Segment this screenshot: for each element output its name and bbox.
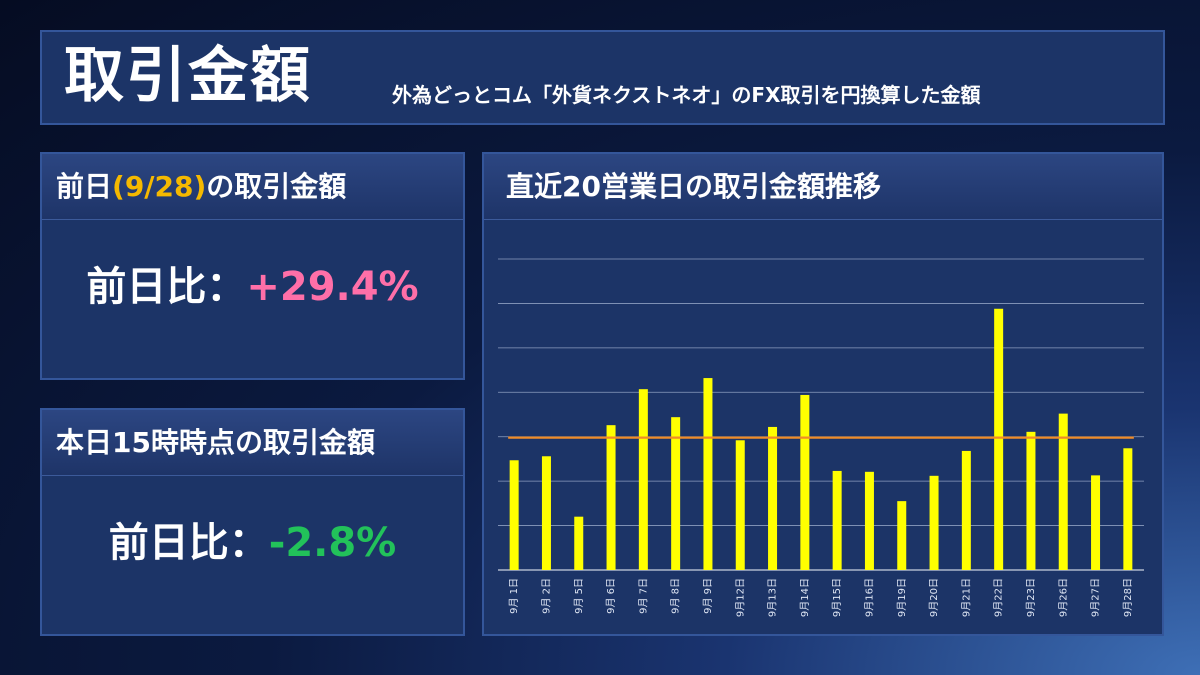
x-tick-label: 9月 6日 [605, 578, 617, 614]
previous-day-label: 前日比： [86, 264, 247, 310]
previous-day-change-value: +29.4% [246, 264, 419, 310]
bar [541, 456, 551, 570]
x-tick-label: 9月22日 [993, 578, 1005, 617]
previous-day-title-suffix: の取引金額 [206, 170, 347, 203]
bar [735, 440, 745, 570]
chart-x-labels: 9月 1日 9月 2日 9月 5日 9月 6日 9月 7日 9月 8日 9月 9日 9月12日… [508, 578, 1134, 617]
x-tick-label: 9月13日 [767, 578, 779, 617]
chart-card: 9月 1日 9月 2日 9月 5日 9月 6日 9月 7日 9月 8日 9月 9日 9月12日… [482, 152, 1164, 636]
bar [864, 471, 874, 570]
bar [929, 475, 939, 570]
bar [1026, 431, 1036, 570]
bar [638, 389, 648, 570]
page-subtitle: 外為どっとコム「外貨ネクストネオ」のFX取引を円換算した金額 [392, 83, 981, 107]
bar [832, 470, 842, 570]
x-tick-label: 9月21日 [960, 578, 972, 617]
x-tick-label: 9月12日 [734, 578, 746, 617]
bar [961, 450, 971, 570]
today-card-header: 本日15時時点の取引金額 [42, 410, 463, 476]
bar [1058, 413, 1068, 570]
x-tick-label: 9月15日 [831, 578, 843, 617]
previous-day-comparison: 前日比：+29.4% [42, 254, 463, 312]
bar [606, 425, 616, 570]
bar [800, 394, 810, 570]
x-tick-label: 9月27日 [1090, 578, 1102, 617]
bar [994, 308, 1004, 570]
x-tick-label: 9月26日 [1057, 578, 1069, 617]
x-tick-label: 9月28日 [1122, 578, 1134, 617]
bar [703, 378, 713, 570]
x-tick-label: 9月 9日 [702, 578, 714, 614]
title-banner: 取引金額 外為どっとコム「外貨ネクストネオ」のFX取引を円換算した金額 [40, 30, 1165, 125]
today-label: 前日比： [108, 520, 269, 566]
x-tick-label: 9月 1日 [508, 578, 520, 614]
bar [897, 501, 907, 570]
bar [574, 516, 584, 570]
x-tick-label: 9月14日 [799, 578, 811, 617]
previous-day-card: 前日(9/28)の取引金額 前日比：+29.4% [40, 152, 465, 380]
bar [1091, 475, 1101, 570]
page-title: 取引金額 [64, 41, 312, 111]
previous-day-card-header: 前日(9/28)の取引金額 [42, 154, 463, 220]
chart-title: 直近20営業日の取引金額推移 [484, 154, 1162, 220]
x-tick-label: 9月 2日 [540, 578, 552, 614]
previous-day-title-prefix: 前日 [56, 170, 113, 203]
today-card: 本日15時時点の取引金額 前日比：-2.8% [40, 408, 465, 636]
x-tick-label: 9月 7日 [637, 578, 649, 614]
x-tick-label: 9月19日 [896, 578, 908, 617]
bar [1123, 448, 1133, 570]
x-tick-label: 9月20日 [928, 578, 940, 617]
x-tick-label: 9月16日 [863, 578, 875, 617]
x-tick-label: 9月 8日 [670, 578, 682, 614]
bar [768, 426, 778, 570]
bar [509, 460, 519, 570]
x-tick-label: 9月23日 [1025, 578, 1037, 617]
x-tick-label: 9月 5日 [573, 578, 585, 614]
bar-chart: 9月 1日 9月 2日 9月 5日 9月 6日 9月 7日 9月 8日 9月 9日 9月12日… [498, 258, 1144, 617]
today-comparison: 前日比：-2.8% [42, 510, 463, 568]
chart-gridlines [498, 258, 1144, 571]
chart-bars [509, 308, 1133, 570]
today-change-value: -2.8% [268, 520, 397, 566]
bar [671, 417, 681, 570]
previous-day-date: (9/28) [112, 170, 207, 203]
